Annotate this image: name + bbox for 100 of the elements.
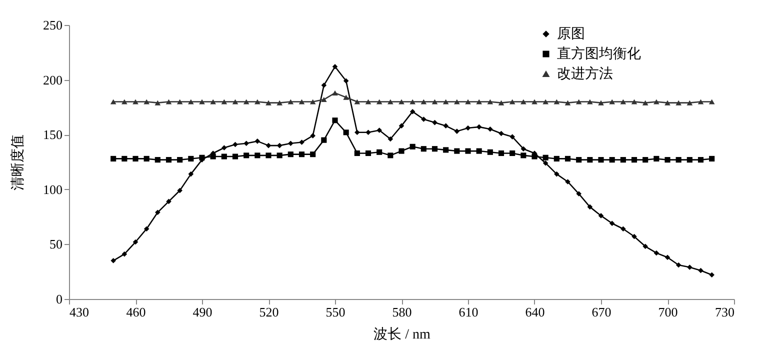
y-tick-label: 200 <box>43 72 62 88</box>
point <box>532 99 538 104</box>
point <box>144 156 150 162</box>
point <box>210 99 216 104</box>
point <box>110 258 116 264</box>
point <box>288 140 294 146</box>
point <box>420 99 427 104</box>
legend-label: 直方图均衡化 <box>557 46 641 62</box>
point <box>110 156 116 162</box>
point <box>708 99 715 104</box>
y-tick-label: 100 <box>43 182 62 197</box>
point <box>110 99 116 104</box>
point <box>654 250 660 256</box>
point <box>132 156 138 162</box>
point <box>576 157 582 163</box>
point <box>554 99 560 104</box>
point <box>388 136 394 142</box>
legend-label: 原图 <box>557 27 585 42</box>
point <box>542 154 548 160</box>
x-tick-label: 670 <box>592 304 612 320</box>
point <box>421 116 426 122</box>
point <box>276 152 282 158</box>
point <box>388 99 394 104</box>
point <box>244 140 249 146</box>
point <box>221 154 227 160</box>
point <box>510 134 515 140</box>
point <box>454 128 460 134</box>
point <box>476 99 482 104</box>
point <box>132 99 138 104</box>
x-tick-label: 460 <box>126 304 146 320</box>
point <box>520 99 526 104</box>
point <box>398 148 404 154</box>
point <box>676 157 682 163</box>
point <box>542 99 548 104</box>
point <box>642 244 648 250</box>
point <box>443 123 448 128</box>
x-tick-label: 490 <box>192 304 212 320</box>
point <box>676 262 682 268</box>
point <box>266 142 272 148</box>
point <box>587 99 593 104</box>
point <box>332 90 338 96</box>
point <box>376 128 382 133</box>
point <box>288 99 294 104</box>
point <box>243 99 250 104</box>
point <box>432 146 438 152</box>
point <box>177 157 183 163</box>
point <box>498 100 504 106</box>
point <box>642 100 648 106</box>
point <box>686 100 693 106</box>
point <box>676 100 682 106</box>
point <box>254 138 260 144</box>
point <box>176 99 183 104</box>
point <box>388 152 394 158</box>
point <box>620 157 626 163</box>
point <box>598 100 604 106</box>
point <box>476 124 482 130</box>
point <box>276 100 282 106</box>
point <box>144 99 150 104</box>
point <box>321 97 327 102</box>
point <box>664 157 670 163</box>
point <box>122 99 128 104</box>
point <box>509 99 516 104</box>
point <box>687 264 692 270</box>
point <box>609 157 615 163</box>
point <box>564 156 571 162</box>
point <box>188 171 194 177</box>
point <box>321 82 327 88</box>
point <box>266 152 272 158</box>
point <box>654 156 660 162</box>
point <box>487 99 494 104</box>
point <box>698 157 704 163</box>
point <box>709 156 715 162</box>
point <box>154 157 160 163</box>
point <box>376 149 382 155</box>
point <box>122 251 128 257</box>
point <box>620 99 626 104</box>
x-tick-label: 430 <box>70 304 89 320</box>
point <box>288 152 294 158</box>
point <box>443 147 449 153</box>
y-tick-label: 50 <box>50 236 62 252</box>
point <box>354 130 360 136</box>
x-tick-label: 700 <box>658 304 678 320</box>
point <box>420 146 426 152</box>
point <box>232 154 238 160</box>
point <box>488 126 493 132</box>
point <box>122 156 128 162</box>
point <box>587 204 593 210</box>
point <box>244 152 250 158</box>
y-tick-label: 250 <box>43 18 62 32</box>
point <box>609 220 615 226</box>
point <box>188 99 194 104</box>
point <box>221 99 228 104</box>
point <box>465 125 471 131</box>
point <box>465 99 471 104</box>
y-tick-label: 150 <box>43 127 62 142</box>
point <box>144 226 150 232</box>
point <box>565 179 570 184</box>
y-tick-label: 0 <box>56 292 62 306</box>
point <box>698 99 704 104</box>
point <box>154 100 161 106</box>
